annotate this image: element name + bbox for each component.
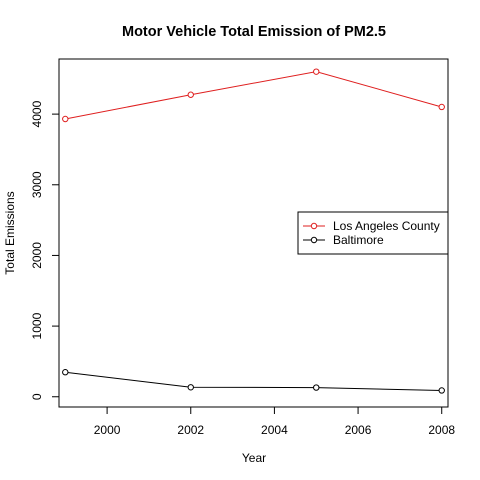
y-axis: 0 1000 2000 3000 4000 xyxy=(30,100,59,400)
series-group xyxy=(62,68,445,394)
series-line-baltimore xyxy=(65,371,442,391)
data-point-los-angeles-county xyxy=(313,68,320,75)
y-axis-label: Total Emissions xyxy=(3,191,17,274)
x-axis: 2000 2002 2004 2006 2008 xyxy=(94,407,455,437)
x-tick-label: 2004 xyxy=(261,423,288,437)
y-tick-label: 0 xyxy=(30,393,44,400)
x-tick-label: 2008 xyxy=(428,423,455,437)
x-tick-label: 2006 xyxy=(345,423,372,437)
legend-marker xyxy=(310,236,318,244)
data-point-los-angeles-county xyxy=(187,91,194,98)
series-line-los-angeles-county xyxy=(65,71,442,120)
data-point-baltimore xyxy=(313,384,320,391)
y-tick-label: 3000 xyxy=(30,171,44,198)
y-tick-label: 1000 xyxy=(30,312,44,339)
x-axis-label: Year xyxy=(242,451,266,465)
legend-label: Los Angeles County xyxy=(333,219,440,233)
x-tick-label: 2000 xyxy=(94,423,121,437)
x-tick-label: 2002 xyxy=(177,423,204,437)
y-tick-label: 4000 xyxy=(30,100,44,127)
y-tick-label: 2000 xyxy=(30,242,44,269)
chart-title: Motor Vehicle Total Emission of PM2.5 xyxy=(122,24,386,40)
data-point-baltimore xyxy=(187,384,194,391)
legend-box xyxy=(297,211,449,255)
data-point-los-angeles-county xyxy=(438,103,445,111)
data-point-baltimore xyxy=(62,369,69,376)
data-point-baltimore xyxy=(438,387,445,394)
data-point-los-angeles-county xyxy=(62,115,69,123)
legend-marker xyxy=(310,222,318,230)
legend-label: Baltimore xyxy=(333,233,384,247)
